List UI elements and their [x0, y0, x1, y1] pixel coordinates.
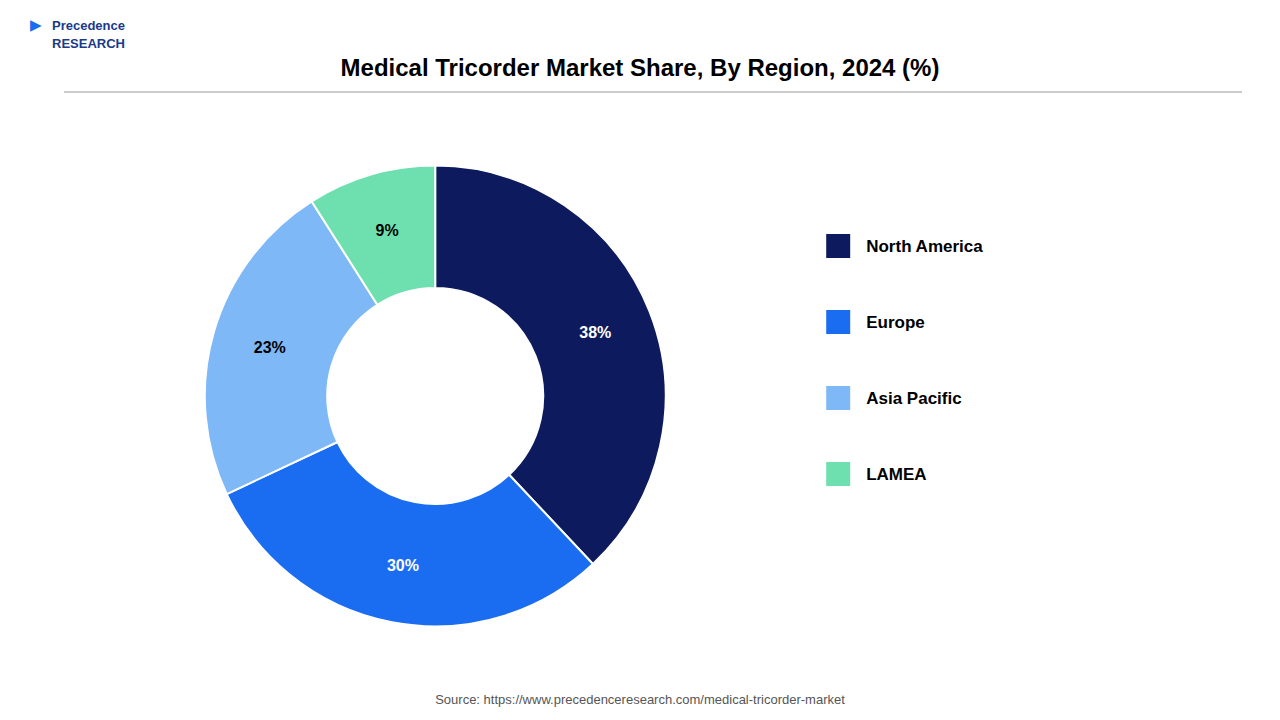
svg-text:9%: 9% [376, 222, 399, 239]
svg-text:38%: 38% [579, 324, 611, 341]
svg-text:Source: https://www.precedence: Source: https://www.precedenceresearch.c… [435, 692, 845, 707]
svg-text:23%: 23% [254, 339, 286, 356]
svg-text:▶: ▶ [30, 16, 42, 34]
svg-text:30%: 30% [387, 557, 419, 574]
svg-text:North America: North America [866, 237, 983, 256]
svg-text:Europe: Europe [866, 313, 925, 332]
svg-text:RESEARCH: RESEARCH [52, 36, 125, 51]
svg-text:Medical Tricorder Market Share: Medical Tricorder Market Share, By Regio… [341, 54, 940, 81]
svg-text:Precedence: Precedence [52, 18, 125, 33]
svg-text:LAMEA: LAMEA [866, 465, 926, 484]
svg-text:Asia Pacific: Asia Pacific [866, 389, 961, 408]
